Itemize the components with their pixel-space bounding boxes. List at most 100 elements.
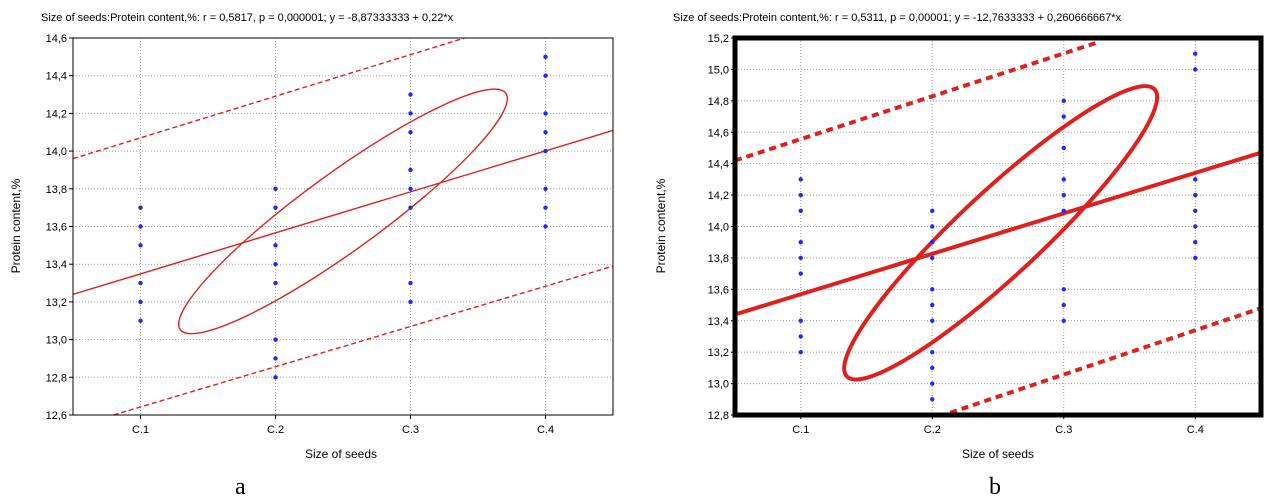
data-point xyxy=(273,356,278,361)
data-point xyxy=(543,186,548,191)
data-point xyxy=(798,318,803,323)
data-point xyxy=(930,302,935,308)
data-point xyxy=(1061,208,1066,213)
data-point xyxy=(930,240,935,245)
chart-panel-a: Size of seeds:Protein content,%: r = 0,5… xyxy=(9,12,614,500)
plot-area xyxy=(73,38,613,415)
data-point xyxy=(798,177,803,182)
y-axis-label: Protein content,% xyxy=(654,178,668,273)
y-tick-label: 12,6 xyxy=(46,410,67,422)
y-tick-label: 13,4 xyxy=(708,316,729,328)
data-point xyxy=(1061,318,1066,323)
x-tick-label: C.4 xyxy=(1187,424,1204,436)
data-point xyxy=(798,208,803,213)
y-tick-label: 13,0 xyxy=(46,335,67,347)
y-tick-label: 14,6 xyxy=(46,33,67,45)
data-point xyxy=(273,243,278,248)
data-point xyxy=(138,318,143,323)
y-tick-label: 14,8 xyxy=(708,96,729,108)
y-tick-label: 14,4 xyxy=(46,71,67,83)
data-point xyxy=(798,255,803,261)
data-point xyxy=(1061,302,1066,308)
data-point xyxy=(1193,240,1198,245)
y-tick-label: 13,6 xyxy=(46,222,67,234)
x-tick-label: C.4 xyxy=(537,424,554,436)
x-tick-label: C.3 xyxy=(1055,424,1072,436)
y-tick-label: 12,8 xyxy=(708,410,729,422)
data-point xyxy=(798,334,803,339)
data-point xyxy=(930,318,935,323)
y-tick-label: 15,2 xyxy=(708,33,729,45)
data-point xyxy=(273,375,278,380)
regression-line xyxy=(735,150,1261,317)
data-point xyxy=(543,148,548,154)
y-axis-label: Protein content,% xyxy=(9,178,23,273)
data-point xyxy=(543,224,548,229)
data-point xyxy=(930,255,935,261)
data-point xyxy=(408,280,413,286)
data-point xyxy=(798,192,803,198)
data-point xyxy=(1193,192,1198,198)
data-point xyxy=(798,349,803,355)
data-point xyxy=(138,243,143,248)
grid-lines xyxy=(73,38,613,415)
y-tick-label: 14,0 xyxy=(46,146,67,158)
data-point xyxy=(138,280,143,286)
y-tick-label: 13,4 xyxy=(46,259,67,271)
confidence-band-lower xyxy=(938,306,1261,415)
data-point xyxy=(1193,51,1198,56)
panel-label: a xyxy=(235,474,246,500)
data-point xyxy=(543,205,548,210)
data-point xyxy=(273,186,278,191)
x-tick-label: C.2 xyxy=(924,424,941,436)
data-point xyxy=(408,111,413,116)
confidence-band-upper xyxy=(735,40,1098,163)
data-point xyxy=(543,54,548,60)
y-tick-label: 13,8 xyxy=(708,253,729,265)
plot-frame xyxy=(72,37,614,416)
data-point xyxy=(1061,177,1066,182)
data-point xyxy=(273,205,278,210)
data-point xyxy=(1061,145,1066,151)
y-tick-label: 12,8 xyxy=(46,372,67,384)
x-axis-label: Size of seeds xyxy=(962,447,1034,461)
y-tick-label: 14,2 xyxy=(708,190,729,202)
data-point xyxy=(138,224,143,229)
data-point xyxy=(543,130,548,135)
data-point xyxy=(930,381,935,386)
data-point xyxy=(408,130,413,135)
y-tick-label: 14,6 xyxy=(708,127,729,139)
data-point xyxy=(408,167,413,173)
chart-title: Size of seeds:Protein content,%: r = 0,5… xyxy=(41,12,454,24)
x-tick-label: C.1 xyxy=(792,424,809,436)
data-point xyxy=(798,240,803,245)
data-point xyxy=(543,73,548,78)
panel-label: b xyxy=(989,474,1001,500)
data-point xyxy=(1193,224,1198,229)
plot-frame xyxy=(732,35,1264,418)
y-tick-label: 13,0 xyxy=(708,379,729,391)
y-tick-label: 13,2 xyxy=(46,297,67,309)
data-point xyxy=(408,205,413,210)
data-point xyxy=(798,271,803,276)
y-tick-label: 14,4 xyxy=(708,159,729,171)
confidence-ellipse xyxy=(177,88,509,335)
data-point xyxy=(930,287,935,292)
x-axis-label: Size of seeds xyxy=(305,447,377,461)
data-point xyxy=(1061,98,1066,104)
y-tick-label: 14,0 xyxy=(708,222,729,234)
y-tick-label: 14,2 xyxy=(46,108,67,120)
data-point xyxy=(273,262,278,267)
data-point xyxy=(138,299,143,305)
data-point xyxy=(1193,255,1198,261)
y-tick-label: 13,6 xyxy=(708,284,729,296)
data-point xyxy=(408,92,413,97)
confidence-band-lower xyxy=(113,265,613,415)
data-point xyxy=(1061,287,1066,292)
data-point xyxy=(1193,208,1198,213)
data-point xyxy=(408,299,413,305)
data-point xyxy=(273,280,278,286)
data-point xyxy=(543,111,548,116)
data-point xyxy=(1193,67,1198,72)
data-point xyxy=(930,208,935,213)
